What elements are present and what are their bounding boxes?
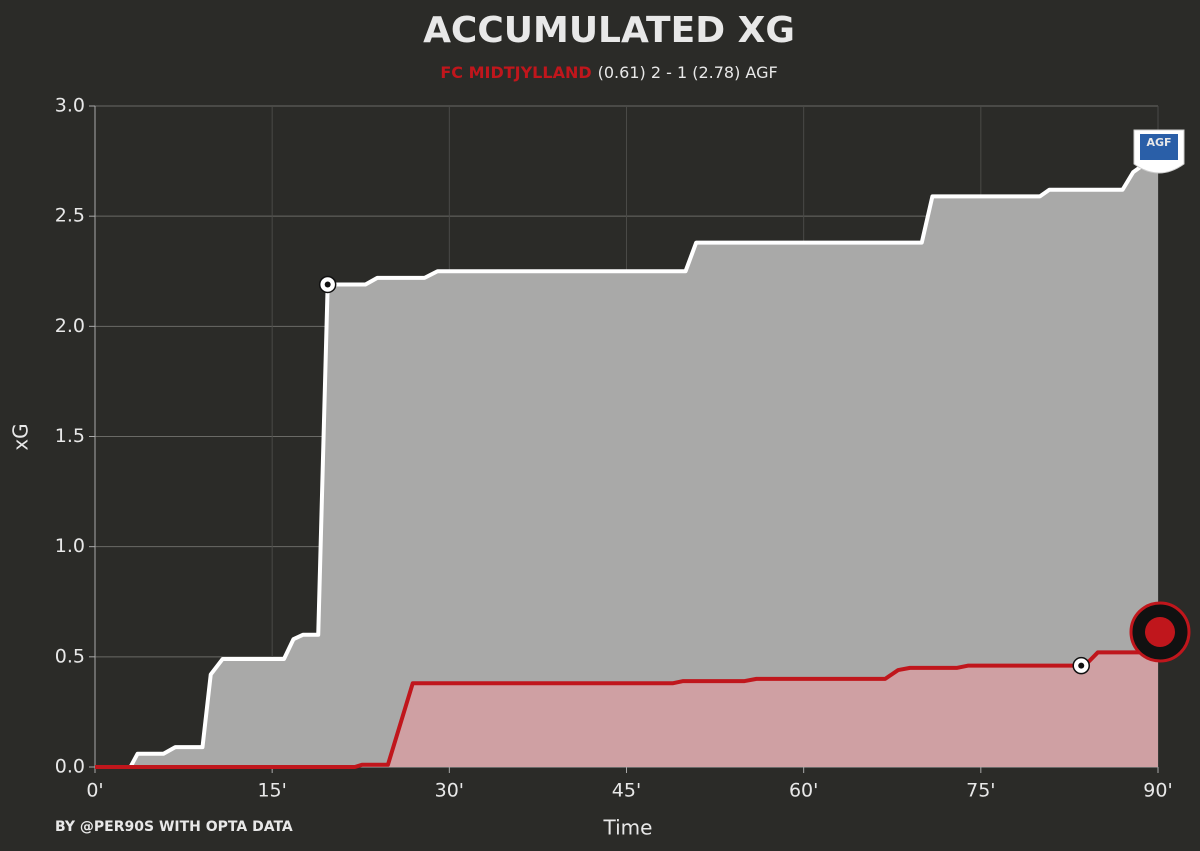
area: [95, 652, 1158, 767]
x-tick-label: 60': [789, 780, 818, 802]
line: [95, 152, 1160, 769]
y-axis-label: xG: [9, 423, 33, 450]
y-tick-label: 1.5: [55, 425, 85, 447]
x-tick-label: 30': [435, 780, 464, 802]
y-tick-label: 3.0: [55, 95, 85, 117]
area: [95, 154, 1158, 767]
x-tick-label: 15': [257, 780, 286, 802]
plot-area: 0.0 0.5 1.0 1.5 2.0 2.5 3.0 0' 15' 30' 45' 60' 75' 90…: [55, 95, 1173, 802]
goal-marker-patch: [324, 281, 331, 288]
y-tick-label: 0.5: [55, 645, 85, 667]
subtitle-team: FC MIDTJYLLAND: [440, 63, 591, 82]
line: [95, 650, 1158, 769]
x-tick-label: 75': [966, 780, 995, 802]
x-tick-label: 0': [86, 780, 103, 802]
y-tick-label: 1.0: [55, 535, 85, 557]
x-tick-label: 45': [612, 780, 641, 802]
y-tick-label: 2.0: [55, 315, 85, 337]
y-tick-label: 0.0: [55, 756, 85, 778]
agf-logo: AGF: [1133, 129, 1185, 174]
goal-marker-patch: [1078, 662, 1085, 669]
footer: BY @PER90S WITH OPTA DATA: [55, 819, 293, 835]
x-tick-label: 90': [1143, 780, 1172, 802]
subtitle-score: (0.61) 2 - 1 (2.78) AGF: [598, 63, 778, 82]
svg-text:AGF: AGF: [1146, 136, 1171, 149]
x-axis-label: Time: [603, 816, 653, 840]
fcm-logo: [1129, 601, 1191, 663]
chart-subtitle: FC MIDTJYLLAND (0.61) 2 - 1 (2.78) AGF: [440, 63, 777, 82]
y-tick-label: 2.5: [55, 205, 85, 227]
chart-title: ACCUMULATED XG: [423, 10, 795, 51]
